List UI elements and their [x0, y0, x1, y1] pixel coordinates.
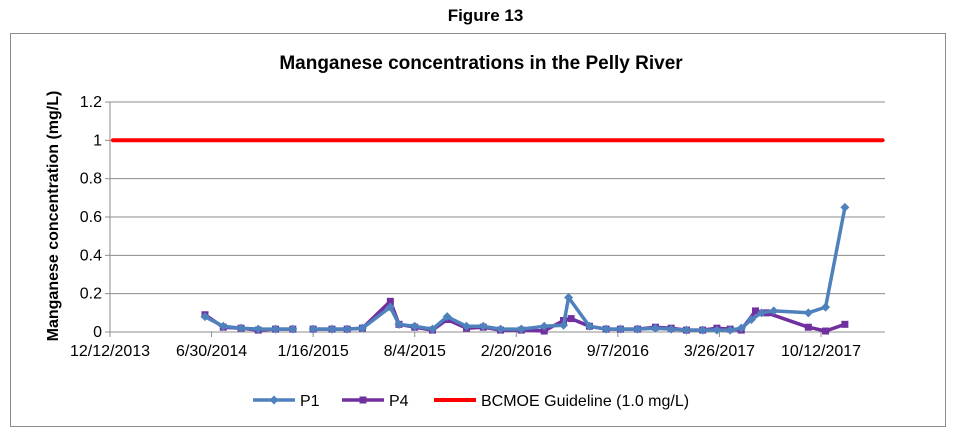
data-point [712, 325, 722, 335]
legend: P1 P4 BCMOE Guideline (1.0 mg/L) [253, 393, 689, 410]
data-point [584, 321, 594, 331]
data-point [650, 323, 660, 333]
data-point [516, 324, 526, 334]
data-point [200, 312, 210, 322]
data-point [342, 324, 352, 334]
legend-label: P4 [389, 393, 409, 410]
data-point [327, 324, 337, 334]
data-point [564, 293, 574, 302]
data-point [601, 324, 611, 334]
data-point [840, 202, 850, 212]
data-point [236, 323, 246, 333]
data-point [462, 321, 472, 331]
y-tick-label: 0 [93, 324, 102, 341]
x-tick-label: 8/4/2015 [384, 343, 446, 360]
data-point [841, 320, 849, 328]
data-point [357, 323, 367, 333]
data-point [427, 324, 437, 334]
data-point [698, 325, 708, 335]
data-point [725, 325, 735, 335]
data-point [615, 324, 625, 334]
data-point [218, 321, 228, 331]
data-point [681, 325, 691, 335]
x-tick-label: 12/12/2013 [70, 343, 150, 360]
data-point [746, 315, 756, 325]
legend-marker [269, 395, 279, 405]
data-point [540, 327, 548, 335]
series-p1 [200, 202, 850, 335]
data-point [559, 320, 569, 330]
x-tick-label: 9/7/2016 [587, 343, 649, 360]
data-point [253, 324, 263, 334]
data-point [821, 302, 831, 312]
y-tick-label: 0.8 [80, 171, 102, 188]
legend-item-p4: P4 [342, 393, 409, 410]
x-tick-label: 2/20/2016 [481, 343, 552, 360]
figure-label: Figure 13 [447, 6, 524, 25]
y-tick-label: 1.2 [80, 94, 102, 111]
data-point [386, 297, 394, 305]
data-point [822, 327, 830, 335]
data-point [803, 308, 813, 318]
axes: 0 0.2 0.4 0.6 0.8 1 1.2 12/12/2013 6/30/2014 1/16… [70, 94, 885, 360]
data-point [567, 315, 575, 323]
series-line [311, 205, 847, 332]
y-axis-label: Manganese concentration (mg/L) [45, 91, 62, 342]
legend-item-bcmoe-guideline-1-0-mg-l-: BCMOE Guideline (1.0 mg/L) [434, 393, 689, 410]
y-tick-label: 1 [93, 132, 102, 149]
data-point [666, 324, 676, 334]
x-tick-label: 3/26/2017 [684, 343, 755, 360]
data-point [410, 321, 420, 331]
legend-label: P1 [300, 393, 320, 410]
data-point [804, 323, 812, 331]
legend-item-p1: P1 [253, 393, 320, 410]
data-point [633, 324, 643, 334]
data-point [757, 308, 767, 318]
chart-title: Manganese concentrations in the Pelly Ri… [279, 53, 683, 74]
data-point [394, 319, 404, 329]
gridlines [110, 101, 885, 295]
y-tick-label: 0.4 [80, 247, 102, 264]
data-point [496, 324, 506, 334]
x-tick-label: 1/16/2015 [278, 343, 349, 360]
y-tick-label: 0.6 [80, 209, 102, 226]
series-line [203, 314, 295, 331]
data-point [539, 321, 549, 331]
data-point [271, 324, 281, 334]
x-tick-label: 6/30/2014 [176, 343, 247, 360]
y-tick-label: 0.2 [80, 286, 102, 303]
data-point [442, 312, 452, 322]
data-point [769, 306, 779, 316]
data-point [478, 321, 488, 331]
legend-label: BCMOE Guideline (1.0 mg/L) [481, 393, 689, 410]
legend-marker [359, 396, 367, 404]
data-point [751, 307, 759, 315]
data-point [736, 323, 746, 333]
data-point [288, 324, 298, 334]
series-lines [111, 138, 885, 335]
data-point [385, 302, 395, 312]
x-tick-label: 10/12/2017 [781, 343, 861, 360]
chart-frame [10, 33, 946, 427]
data-point [308, 324, 318, 334]
